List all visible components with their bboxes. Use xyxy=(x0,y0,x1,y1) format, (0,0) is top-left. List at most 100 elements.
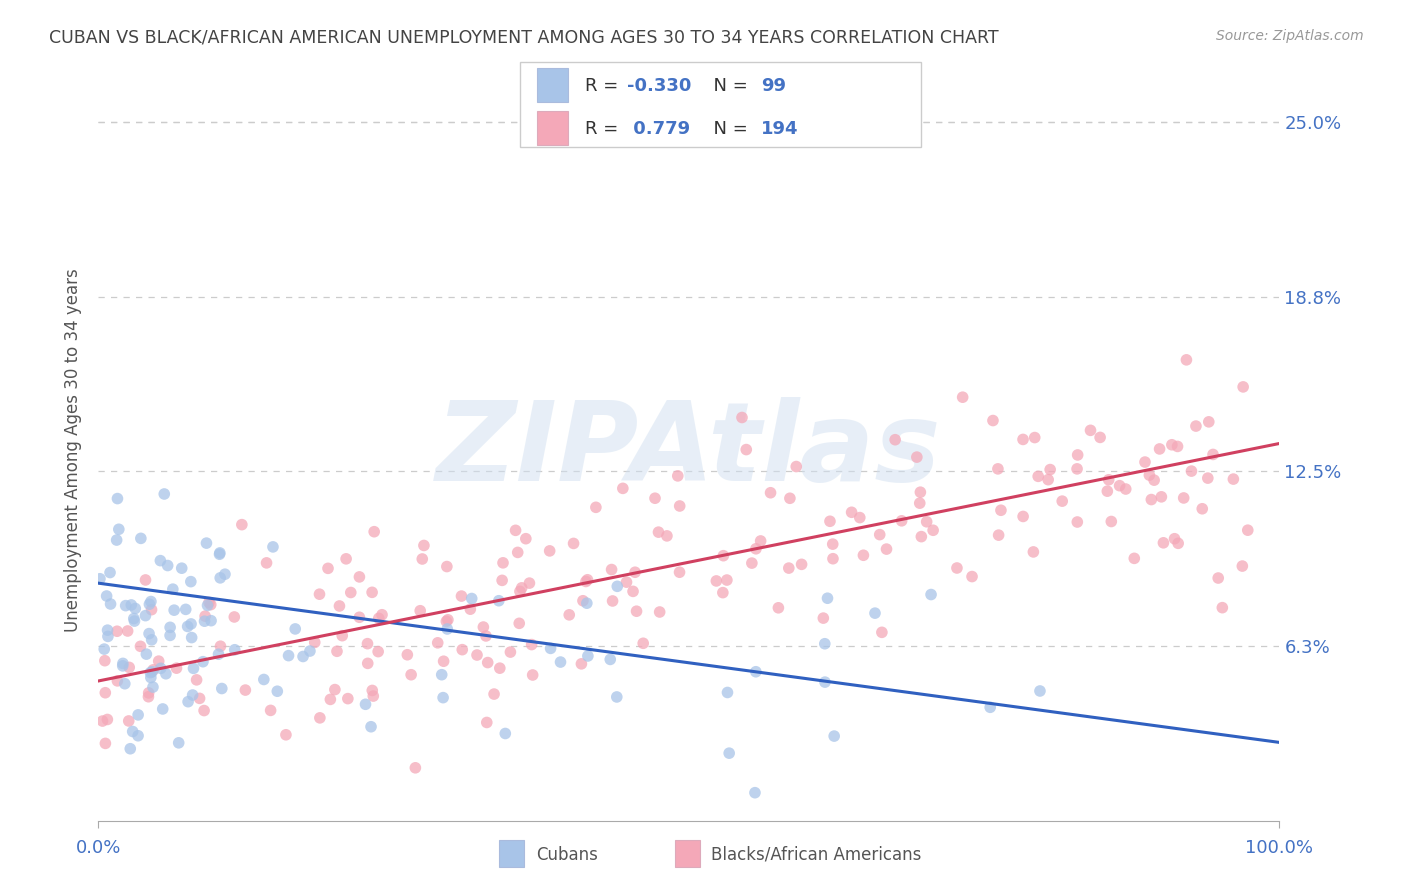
Point xyxy=(515,532,537,546)
Point xyxy=(319,692,342,706)
Text: R =: R = xyxy=(585,120,624,137)
Point xyxy=(576,573,599,587)
Point xyxy=(135,647,157,661)
Point xyxy=(436,622,458,636)
Point xyxy=(790,558,813,572)
Point xyxy=(499,645,522,659)
Point xyxy=(371,607,394,622)
Point xyxy=(180,574,202,589)
Point xyxy=(94,654,117,668)
Point xyxy=(1097,484,1119,499)
Point xyxy=(138,626,160,640)
Point xyxy=(111,657,134,671)
Point xyxy=(571,657,593,671)
Point xyxy=(361,689,384,703)
Point xyxy=(93,642,115,657)
Point xyxy=(1167,439,1189,453)
Point xyxy=(96,589,118,603)
Point xyxy=(139,594,162,608)
Point xyxy=(644,491,666,506)
Point xyxy=(1206,571,1229,585)
Point xyxy=(149,661,172,675)
Point xyxy=(1039,462,1062,476)
Point xyxy=(1140,492,1163,507)
Point xyxy=(952,390,974,404)
Point xyxy=(404,761,426,775)
Point xyxy=(148,654,170,668)
Point xyxy=(194,609,217,624)
Point xyxy=(363,524,385,539)
Point xyxy=(602,594,624,608)
Point xyxy=(191,655,214,669)
Point xyxy=(153,487,176,501)
Point xyxy=(108,522,131,536)
Point xyxy=(111,658,134,673)
Point xyxy=(152,702,174,716)
Point xyxy=(749,533,772,548)
Point xyxy=(323,682,346,697)
Point xyxy=(298,644,321,658)
Point xyxy=(558,607,581,622)
Point xyxy=(209,571,232,585)
Point xyxy=(716,685,738,699)
Point xyxy=(118,660,141,674)
Point xyxy=(461,591,484,606)
Point xyxy=(990,503,1012,517)
Point xyxy=(330,629,353,643)
Point xyxy=(235,683,257,698)
Point xyxy=(946,561,969,575)
Point xyxy=(432,690,454,705)
Point xyxy=(326,644,349,658)
Point xyxy=(668,499,690,513)
Point xyxy=(451,642,474,657)
Point xyxy=(508,616,530,631)
Point xyxy=(266,684,288,698)
Point xyxy=(367,611,389,625)
Point xyxy=(852,548,875,562)
Point xyxy=(124,601,146,615)
Point xyxy=(979,700,1001,714)
Text: 0.779: 0.779 xyxy=(627,120,690,137)
Point xyxy=(200,614,222,628)
Point xyxy=(349,570,371,584)
Text: Blacks/African Americans: Blacks/African Americans xyxy=(711,846,922,863)
Point xyxy=(197,599,219,613)
Point xyxy=(149,554,172,568)
Point xyxy=(849,510,872,524)
Point xyxy=(96,713,118,727)
Point xyxy=(433,654,456,668)
Point xyxy=(141,632,163,647)
Point xyxy=(785,459,807,474)
Point xyxy=(1066,448,1088,462)
Point xyxy=(89,572,111,586)
Point xyxy=(572,593,595,607)
Point xyxy=(741,556,763,570)
Point xyxy=(1099,515,1122,529)
Point xyxy=(759,485,782,500)
Point xyxy=(538,544,561,558)
Point xyxy=(1197,471,1219,485)
Y-axis label: Unemployment Among Ages 30 to 34 years: Unemployment Among Ages 30 to 34 years xyxy=(63,268,82,632)
Point xyxy=(117,624,139,638)
Point xyxy=(207,647,229,661)
Point xyxy=(138,597,160,611)
Point xyxy=(188,691,211,706)
Point xyxy=(818,514,841,528)
Point xyxy=(876,542,898,557)
Point xyxy=(910,485,932,500)
Point xyxy=(647,525,669,540)
Point xyxy=(1167,536,1189,550)
Point xyxy=(509,584,531,599)
Point xyxy=(139,665,162,680)
Text: ZIPAtlas: ZIPAtlas xyxy=(436,397,942,504)
Point xyxy=(450,589,472,603)
Text: 194: 194 xyxy=(761,120,799,137)
Point xyxy=(335,551,357,566)
Point xyxy=(768,600,790,615)
Point xyxy=(1108,478,1130,492)
Point xyxy=(361,585,384,599)
Point xyxy=(460,602,482,616)
Point xyxy=(1236,523,1258,537)
Point xyxy=(224,642,246,657)
Point xyxy=(304,635,326,649)
